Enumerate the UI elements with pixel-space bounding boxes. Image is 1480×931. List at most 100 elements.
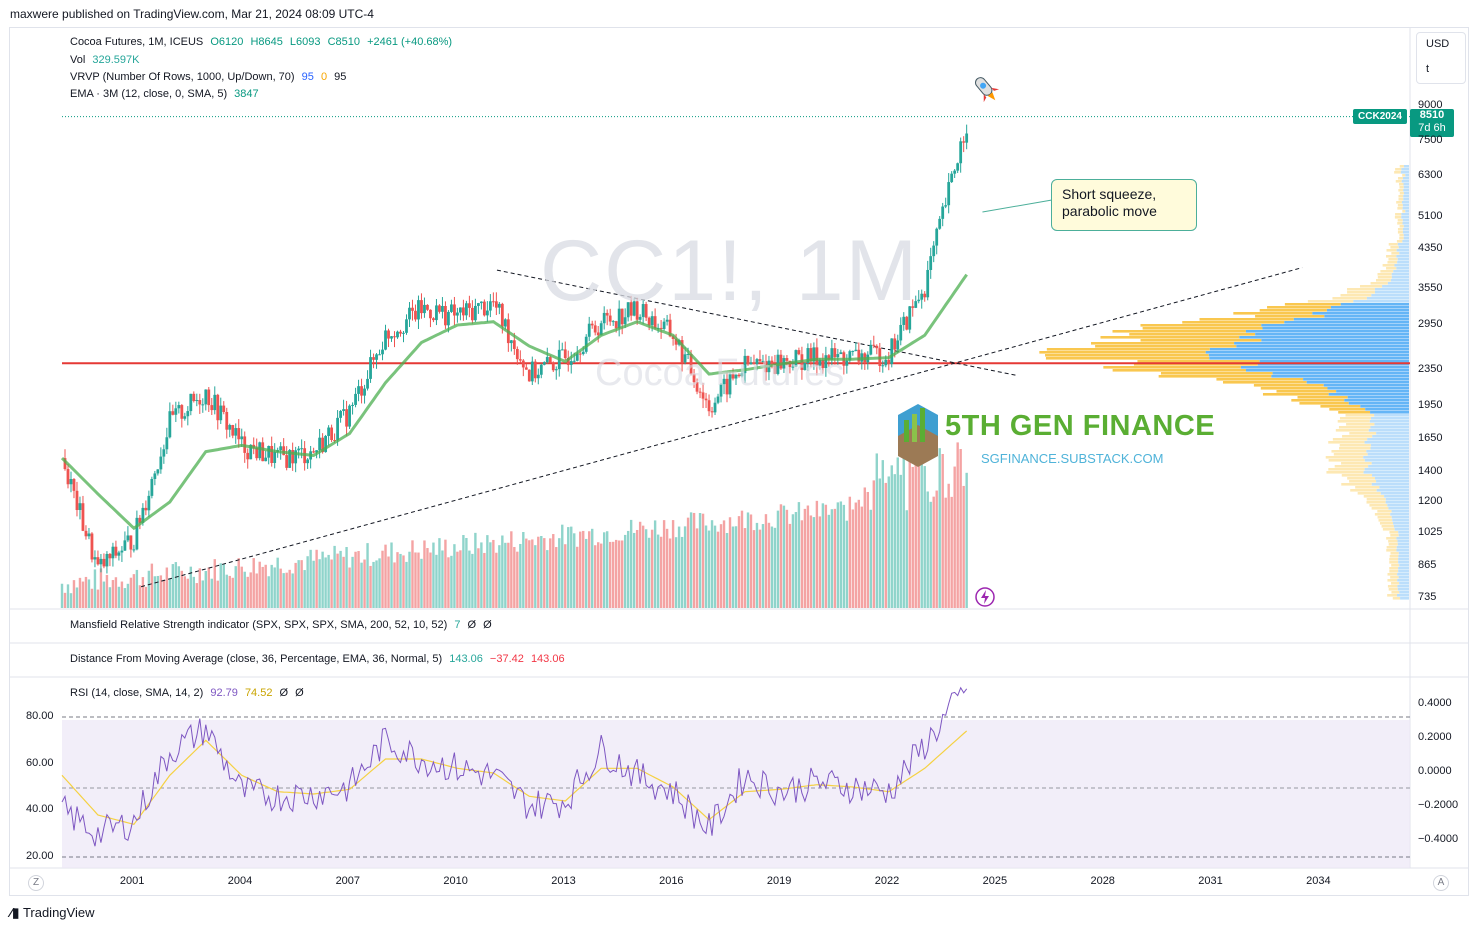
vp-bar-up [1403,204,1409,207]
volume-bar [708,531,710,608]
dma-v3: 143.06 [531,653,565,665]
volume-bar [834,509,836,608]
vp-bar-down [1388,585,1397,588]
candle-body [147,496,150,510]
vp-bar-up [1398,570,1409,573]
time-tick-label: 2025 [983,875,1007,887]
volume-bar [223,564,225,608]
volume-bar [184,576,186,608]
vp-bar-down [1397,240,1402,243]
vp-bar-down [1395,168,1401,171]
volume-bar [906,510,908,608]
candle-body [881,365,884,366]
volume-bar [627,531,629,608]
candle-body [519,359,522,360]
volume-bar [654,520,656,608]
vp-bar-up [1368,453,1409,456]
volume-bar [106,575,108,608]
vp-bar-down [1346,423,1374,426]
time-tick-label: 2004 [228,875,252,887]
candle-body [279,446,282,450]
vp-bar-down [1285,303,1341,306]
candle-body [351,405,354,406]
vp-bar-down [1389,558,1398,561]
volume-bar [825,505,827,608]
rsi-label[interactable]: RSI (14, close, SMA, 14, 2) [70,687,203,699]
candle-body [345,409,348,426]
volume-bar [73,580,75,608]
volume-bar [118,587,120,608]
vp-bar-up [1372,483,1409,486]
candle-body [372,357,375,360]
auto-scale-button[interactable]: A [1433,875,1449,891]
mansfield-legend: Mansfield Relative Strength indicator (S… [70,619,496,631]
candle-body [561,349,564,350]
mansfield-label[interactable]: Mansfield Relative Strength indicator (S… [70,619,447,631]
vp-bar-up [1206,351,1409,354]
candle-body [210,405,213,410]
mansfield-v2: Ø [468,619,477,631]
dma-label[interactable]: Distance From Moving Average (close, 36,… [70,653,442,665]
volume-bar [64,593,66,608]
candle-body [195,400,198,401]
tradingview-logo[interactable]: ⁄▮ TradingView [10,905,94,921]
candle-body [480,302,483,303]
vp-bar-up [1261,339,1409,342]
legend-vrvp-label[interactable]: VRVP (Number Of Rows, 1000, Up/Down, 70) [70,71,295,83]
candle-body [285,455,288,468]
volume-bar [390,542,392,608]
vp-bar-down [1277,390,1337,393]
volume-bar [789,524,791,608]
volume-bar [441,550,443,608]
vp-bar-up [1327,309,1409,312]
vp-bar-up [1381,492,1409,495]
candle-body [237,428,240,439]
vp-bar-up [1353,300,1409,303]
volume-bar [944,498,946,608]
volume-bar [474,533,476,608]
vp-bar-down [1367,501,1386,504]
legend-symbol[interactable]: Cocoa Futures, 1M, ICEUS [70,36,203,48]
volume-bar [193,577,195,608]
volume-bar [870,510,872,608]
vp-bar-down [1386,537,1396,540]
vp-bar-down [1342,435,1372,438]
volume-bar [462,535,464,608]
volume-bar [366,543,368,608]
vp-bar-up [1398,567,1409,570]
vp-bar-down [1394,171,1401,174]
volume-bar [456,552,458,608]
volume-bar [363,560,365,608]
currency-selector[interactable]: USD t [1416,32,1466,84]
volume-bar [726,533,728,608]
legend-ema-label[interactable]: EMA · 3M (12, close, 0, SMA, 5) [70,88,227,100]
rocket-fin [991,85,999,93]
vp-bar-down [1389,570,1398,573]
candle-body [570,361,573,365]
volume-bar [100,568,102,608]
volume-bar [267,576,269,608]
candle-body [192,394,195,401]
volume-bar [813,517,815,608]
volume-bar [717,532,719,608]
vp-bar-up [1370,426,1409,429]
candle-body [246,453,249,459]
volume-bar [663,520,665,608]
volume-bar [139,585,141,608]
vp-bar-up [1398,561,1409,564]
candle-body [471,308,474,320]
legend-vol-row: Vol 329.597K [70,54,143,66]
volume-bar [360,563,362,608]
candle-body [423,305,426,313]
vp-bar-up [1273,372,1409,375]
zoom-left-button[interactable]: Z [28,875,44,891]
volume-bar [285,573,287,608]
annotation-callout[interactable]: Short squeeze, parabolic move [1051,179,1197,231]
vp-bar-down [1298,396,1348,399]
vp-bar-down [1267,306,1331,309]
vp-bar-up [1404,237,1409,240]
legend-vol-label[interactable]: Vol [70,54,85,66]
candle-body [414,311,417,320]
vp-bar-up [1402,201,1409,204]
